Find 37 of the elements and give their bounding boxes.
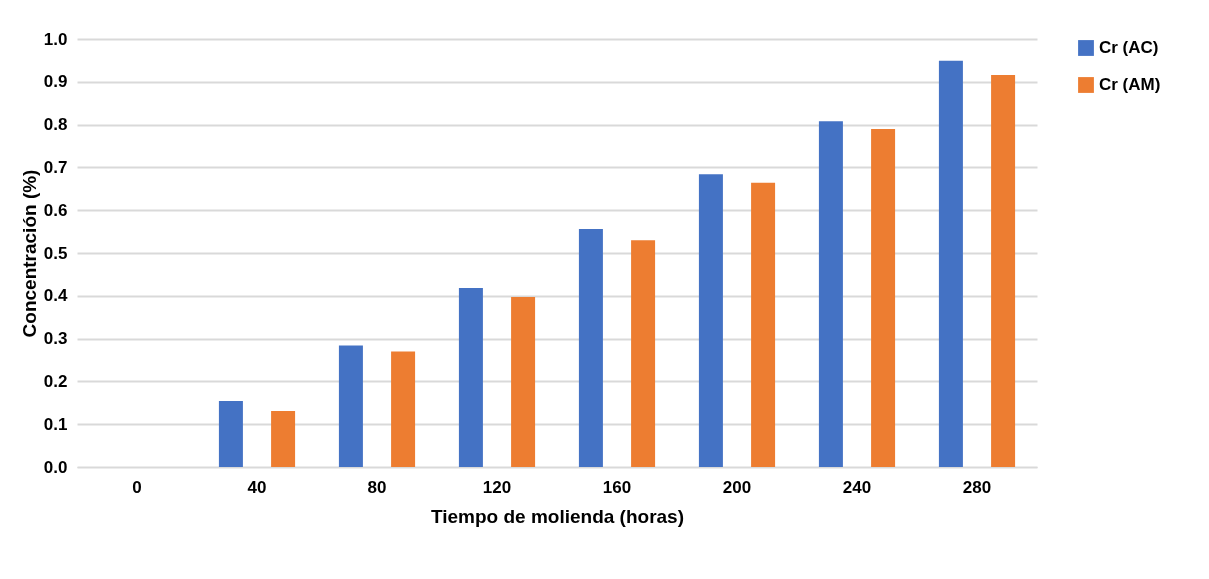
legend-label: Cr (AC) [1099, 38, 1159, 57]
bar [818, 121, 843, 467]
bar [218, 401, 243, 467]
x-tick-label: 40 [247, 477, 267, 497]
x-tick-label: 200 [722, 477, 752, 497]
x-axis-title: Tiempo de molienda (horas) [430, 505, 685, 527]
bar [751, 182, 776, 467]
x-tick-label: 0 [132, 477, 142, 497]
bar [271, 410, 296, 467]
y-axis-title: Concentración (%) [18, 169, 40, 338]
bar [698, 174, 723, 467]
bar [991, 74, 1016, 467]
y-tick-label: 0.1 [43, 414, 68, 434]
bar [578, 229, 603, 467]
bar [511, 297, 536, 467]
bar [631, 240, 656, 467]
y-tick-label: 0.0 [43, 457, 68, 477]
y-tick-label: 0.6 [43, 200, 68, 220]
x-tick-label: 80 [367, 477, 387, 497]
y-tick-label: 0.5 [43, 243, 68, 263]
y-tick-label: 0.2 [43, 371, 68, 391]
bar [338, 345, 363, 467]
y-tick-label: 1.0 [43, 29, 68, 49]
y-tick-label: 0.8 [43, 115, 68, 135]
x-tick-label: 160 [602, 477, 632, 497]
legend-label: Cr (AM) [1099, 75, 1161, 94]
y-tick-label: 0.7 [43, 157, 68, 177]
bar [938, 60, 963, 467]
y-tick-label: 0.9 [43, 72, 68, 92]
x-tick-label: 280 [962, 477, 992, 497]
bar [458, 288, 483, 467]
y-tick-label: 0.3 [43, 329, 68, 349]
bar [871, 128, 896, 467]
y-tick-label: 0.4 [43, 286, 69, 306]
bar [391, 351, 416, 467]
x-tick-label: 240 [842, 477, 872, 497]
x-tick-label: 120 [482, 477, 512, 497]
